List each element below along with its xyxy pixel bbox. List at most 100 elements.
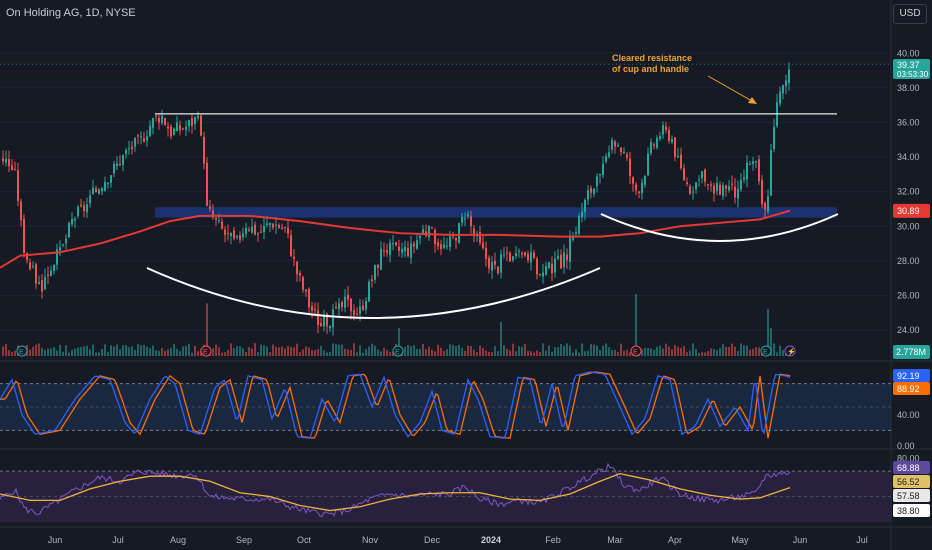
- volume-value-label: 2.778M: [896, 347, 926, 357]
- candle-body: [179, 125, 181, 131]
- volume-bar: [422, 344, 424, 356]
- volume-bar: [605, 343, 607, 356]
- volume-bar: [185, 345, 187, 356]
- volume-bar: [425, 349, 427, 356]
- volume-bar: [38, 343, 40, 356]
- volume-bar: [74, 348, 76, 356]
- candle-body: [173, 128, 175, 135]
- candle-body: [521, 252, 523, 255]
- candle-body: [410, 243, 412, 258]
- volume-bar: [104, 344, 106, 356]
- volume-bar: [728, 346, 730, 356]
- volume-bar: [431, 349, 433, 356]
- volume-bar: [722, 344, 724, 356]
- candle-body: [536, 258, 538, 275]
- candle-body: [695, 182, 697, 190]
- candle-body: [59, 247, 61, 251]
- volume-bar: [389, 352, 391, 356]
- volume-bar: [548, 345, 550, 356]
- candle-body: [350, 298, 352, 312]
- candle-body: [644, 175, 646, 185]
- volume-bar: [452, 344, 454, 356]
- candle-body: [560, 254, 562, 269]
- candle-body: [53, 264, 55, 271]
- candle-body: [527, 253, 529, 261]
- volume-bar: [344, 348, 346, 356]
- countdown-label: 03:53:30: [897, 70, 929, 79]
- candle-body: [299, 272, 301, 276]
- candle-body: [581, 211, 583, 218]
- candle-body: [617, 145, 619, 147]
- candle-body: [587, 190, 589, 200]
- candle-body: [20, 201, 22, 221]
- candle-body: [485, 247, 487, 260]
- volume-bar: [671, 349, 673, 356]
- volume-bar: [299, 352, 301, 356]
- price-tick-label: 30.00: [897, 221, 920, 231]
- event-marker-label: E: [763, 349, 768, 356]
- volume-bar: [206, 303, 208, 356]
- volume-bar: [68, 352, 70, 356]
- candle-body: [215, 217, 217, 220]
- candle-body: [89, 195, 91, 204]
- volume-bar: [365, 349, 367, 356]
- rsi-ma-value: 56.52: [897, 477, 920, 487]
- candle-body: [104, 181, 106, 191]
- candle-body: [530, 252, 532, 263]
- price-tick-label: 34.00: [897, 152, 920, 162]
- earnings-marker: [760, 345, 772, 357]
- volume-bar: [419, 348, 421, 356]
- candle-body: [200, 115, 202, 136]
- volume-bar: [755, 347, 757, 356]
- volume-bar: [677, 346, 679, 356]
- candle-body: [632, 177, 634, 184]
- candle-body: [596, 176, 598, 187]
- candle-body: [563, 252, 565, 268]
- volume-bar: [464, 350, 466, 356]
- volume-bar: [686, 352, 688, 356]
- volume-bar: [29, 349, 31, 356]
- volume-bar: [269, 352, 271, 356]
- candle-body: [2, 158, 4, 162]
- candle-body: [272, 223, 274, 228]
- volume-bar: [236, 346, 238, 356]
- volume-bar: [743, 345, 745, 356]
- volume-bar: [290, 347, 292, 356]
- candle-body: [356, 313, 358, 315]
- candle-body: [116, 163, 118, 166]
- earnings-marker: [392, 345, 404, 357]
- candle-body: [26, 252, 28, 260]
- volume-bar: [140, 345, 142, 356]
- candle-body: [56, 249, 58, 265]
- volume-bar: [227, 349, 229, 356]
- volume-bar: [629, 352, 631, 356]
- candle-body: [725, 185, 727, 189]
- volume-bar: [578, 352, 580, 356]
- volume-bar: [461, 347, 463, 356]
- volume-bar: [644, 347, 646, 356]
- candle-body: [83, 205, 85, 211]
- candle-body: [605, 156, 607, 162]
- candle-body: [416, 240, 418, 249]
- volume-bar: [545, 350, 547, 356]
- price-tick-label: 40.00: [897, 48, 920, 58]
- candle-body: [686, 182, 688, 185]
- candle-body: [422, 229, 424, 236]
- volume-bar: [596, 345, 598, 356]
- candle-body: [722, 185, 724, 197]
- candle-body: [122, 155, 124, 165]
- volume-bar: [551, 351, 553, 356]
- currency-button[interactable]: USD: [893, 4, 927, 24]
- volume-bar: [212, 348, 214, 356]
- volume-bar: [767, 309, 769, 356]
- candle-body: [137, 135, 139, 137]
- volume-bar: [188, 343, 190, 356]
- volume-bar: [704, 352, 706, 356]
- candle-body: [773, 127, 775, 150]
- candle-body: [692, 191, 694, 193]
- candle-body: [263, 225, 265, 232]
- candle-body: [590, 188, 592, 193]
- candle-body: [218, 220, 220, 222]
- time-axis-label: Mar: [607, 535, 623, 545]
- candle-body: [539, 274, 541, 276]
